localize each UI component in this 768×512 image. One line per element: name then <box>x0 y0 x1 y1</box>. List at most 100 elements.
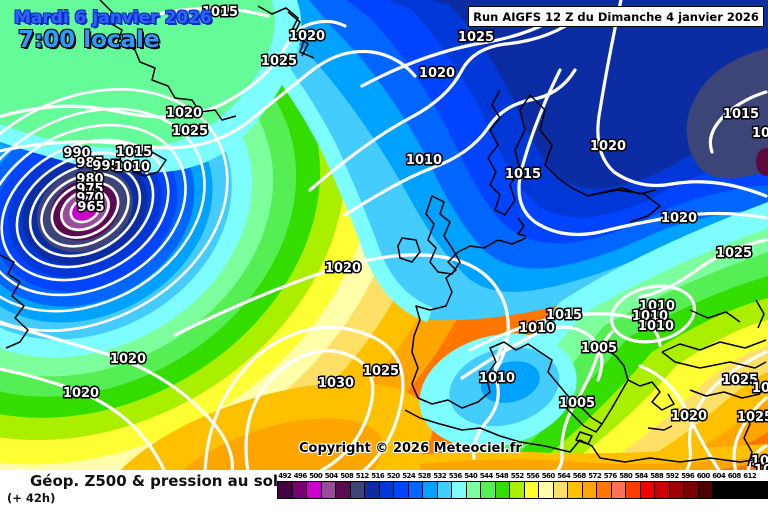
pressure-label: 1015 <box>546 308 582 323</box>
scale-value: 580 <box>619 472 633 480</box>
run-info-box: Run AIGFS 12 Z du Dimanche 4 janvier 202… <box>468 6 764 27</box>
scale-color-cell <box>626 482 641 498</box>
pressure-label: 1010 <box>638 319 674 334</box>
scale-color-cell <box>553 482 568 498</box>
scale-color-cell <box>582 482 597 498</box>
scale-value: 564 <box>557 472 571 480</box>
pressure-label: 1010 <box>639 299 675 314</box>
scale-value: 552 <box>510 472 525 480</box>
pressure-label: 1020 <box>166 106 202 121</box>
scale-cells <box>277 481 768 499</box>
pressure-label: 970 <box>76 191 103 206</box>
map-legend-title: Géop. Z500 & pression au sol <box>30 472 279 490</box>
pressure-label: 1010 <box>479 371 515 386</box>
pressure-label: 1025 <box>172 124 208 139</box>
pressure-label: 1010 <box>519 321 555 336</box>
scale-value: 516 <box>371 472 385 480</box>
scale-color-cell <box>466 482 481 498</box>
scale-color-cell <box>321 482 336 498</box>
scale-color-cell <box>495 482 510 498</box>
scale-color-cell <box>510 482 525 498</box>
pressure-label: 1015 <box>202 5 238 20</box>
scale-color-cell <box>350 482 365 498</box>
pressure-label: 1025 <box>363 364 399 379</box>
pressure-label: 1020 <box>754 463 768 470</box>
scale-color-cell <box>611 482 626 498</box>
pressure-label: 1015 <box>723 107 759 122</box>
scale-value: 592 <box>665 472 680 480</box>
local-time-label: 7:00 locale <box>18 27 160 53</box>
footer: Géop. Z500 & pression au sol (+ 42h) 492… <box>0 470 768 512</box>
pressure-label: 965 <box>77 200 104 215</box>
pressure-label: 1025 <box>751 454 768 469</box>
color-field <box>0 0 768 470</box>
scale-values: 492 496 500 504 508 512 516 520 524 528 532 536 540 5… <box>277 472 768 481</box>
color-scale: 492 496 500 504 508 512 516 520 524 528 532 536 540 5… <box>277 472 768 499</box>
pressure-label: 1015 <box>505 167 541 182</box>
scale-value: 572 <box>588 472 602 480</box>
scale-color-cell <box>452 482 467 498</box>
pressure-label: 1020 <box>590 139 626 154</box>
scale-color-cell <box>292 482 307 498</box>
scale-color-cell <box>669 482 684 498</box>
pressure-label: 1020 <box>325 261 361 276</box>
pressure-label: 1020 <box>419 66 455 81</box>
scale-color-cell <box>365 482 380 498</box>
scale-value: 508 <box>340 472 354 480</box>
scale-value: 544 <box>479 472 494 480</box>
scale-value: 596 <box>681 472 695 480</box>
scale-color-cell <box>524 482 539 498</box>
scale-color-cell <box>597 482 612 498</box>
pressure-label: 990 <box>63 146 90 161</box>
date-label: Mardi 6 janvier 2026 <box>14 8 212 28</box>
weather-map: 1015 1020 1025 1025 1020 1020 1025 990 1015 985 99… <box>0 0 768 470</box>
scale-value: 492 <box>278 472 292 480</box>
pressure-label: 1020 <box>63 386 99 401</box>
pressure-label: 1020 <box>289 29 325 44</box>
pressure-label: 1015 <box>752 126 768 141</box>
pressure-label: 1030 <box>752 381 768 396</box>
scale-value: 608 <box>727 472 742 480</box>
scale-color-cell <box>539 482 554 498</box>
scale-value: 576 <box>603 472 618 480</box>
scale-color-cell <box>640 482 655 498</box>
scale-color-cell <box>655 482 670 498</box>
pressure-label: 1020 <box>671 409 707 424</box>
forecast-lead-time: (+ 42h) <box>7 491 56 505</box>
scale-value: 528 <box>417 472 432 480</box>
scale-value: 556 <box>526 472 540 480</box>
scale-color-cell <box>307 482 322 498</box>
scale-color-cell <box>713 482 728 498</box>
scale-value: 512 <box>355 472 370 480</box>
pressure-label: 1030 <box>318 376 354 391</box>
scale-value: 588 <box>650 472 664 480</box>
scale-value: 584 <box>634 472 649 480</box>
pressure-label: 1025 <box>261 54 297 69</box>
scale-color-cell <box>394 482 409 498</box>
scale-color-cell <box>481 482 496 498</box>
scale-color-cell <box>278 482 293 498</box>
scale-color-cell <box>568 482 583 498</box>
scale-color-cell <box>336 482 351 498</box>
scale-value: 536 <box>448 472 463 480</box>
scale-value: 560 <box>541 472 556 480</box>
scale-value: 520 <box>386 472 401 480</box>
pressure-label: 1005 <box>581 341 617 356</box>
scale-color-cell <box>437 482 452 498</box>
pressure-label: 1020 <box>661 211 697 226</box>
scale-value: 504 <box>324 472 339 480</box>
scale-color-cell <box>423 482 438 498</box>
scale-color-cell <box>408 482 423 498</box>
scale-value: 600 <box>696 472 711 480</box>
pressure-label: 1025 <box>737 410 768 425</box>
coastlines <box>0 0 767 467</box>
pressure-label: 1010 <box>114 160 150 175</box>
pressure-label: 1010 <box>406 153 442 168</box>
scale-value: 604 <box>712 472 726 480</box>
scale-value: 540 <box>464 472 478 480</box>
scale-color-cell <box>379 482 394 498</box>
scale-value: 532 <box>433 472 447 480</box>
